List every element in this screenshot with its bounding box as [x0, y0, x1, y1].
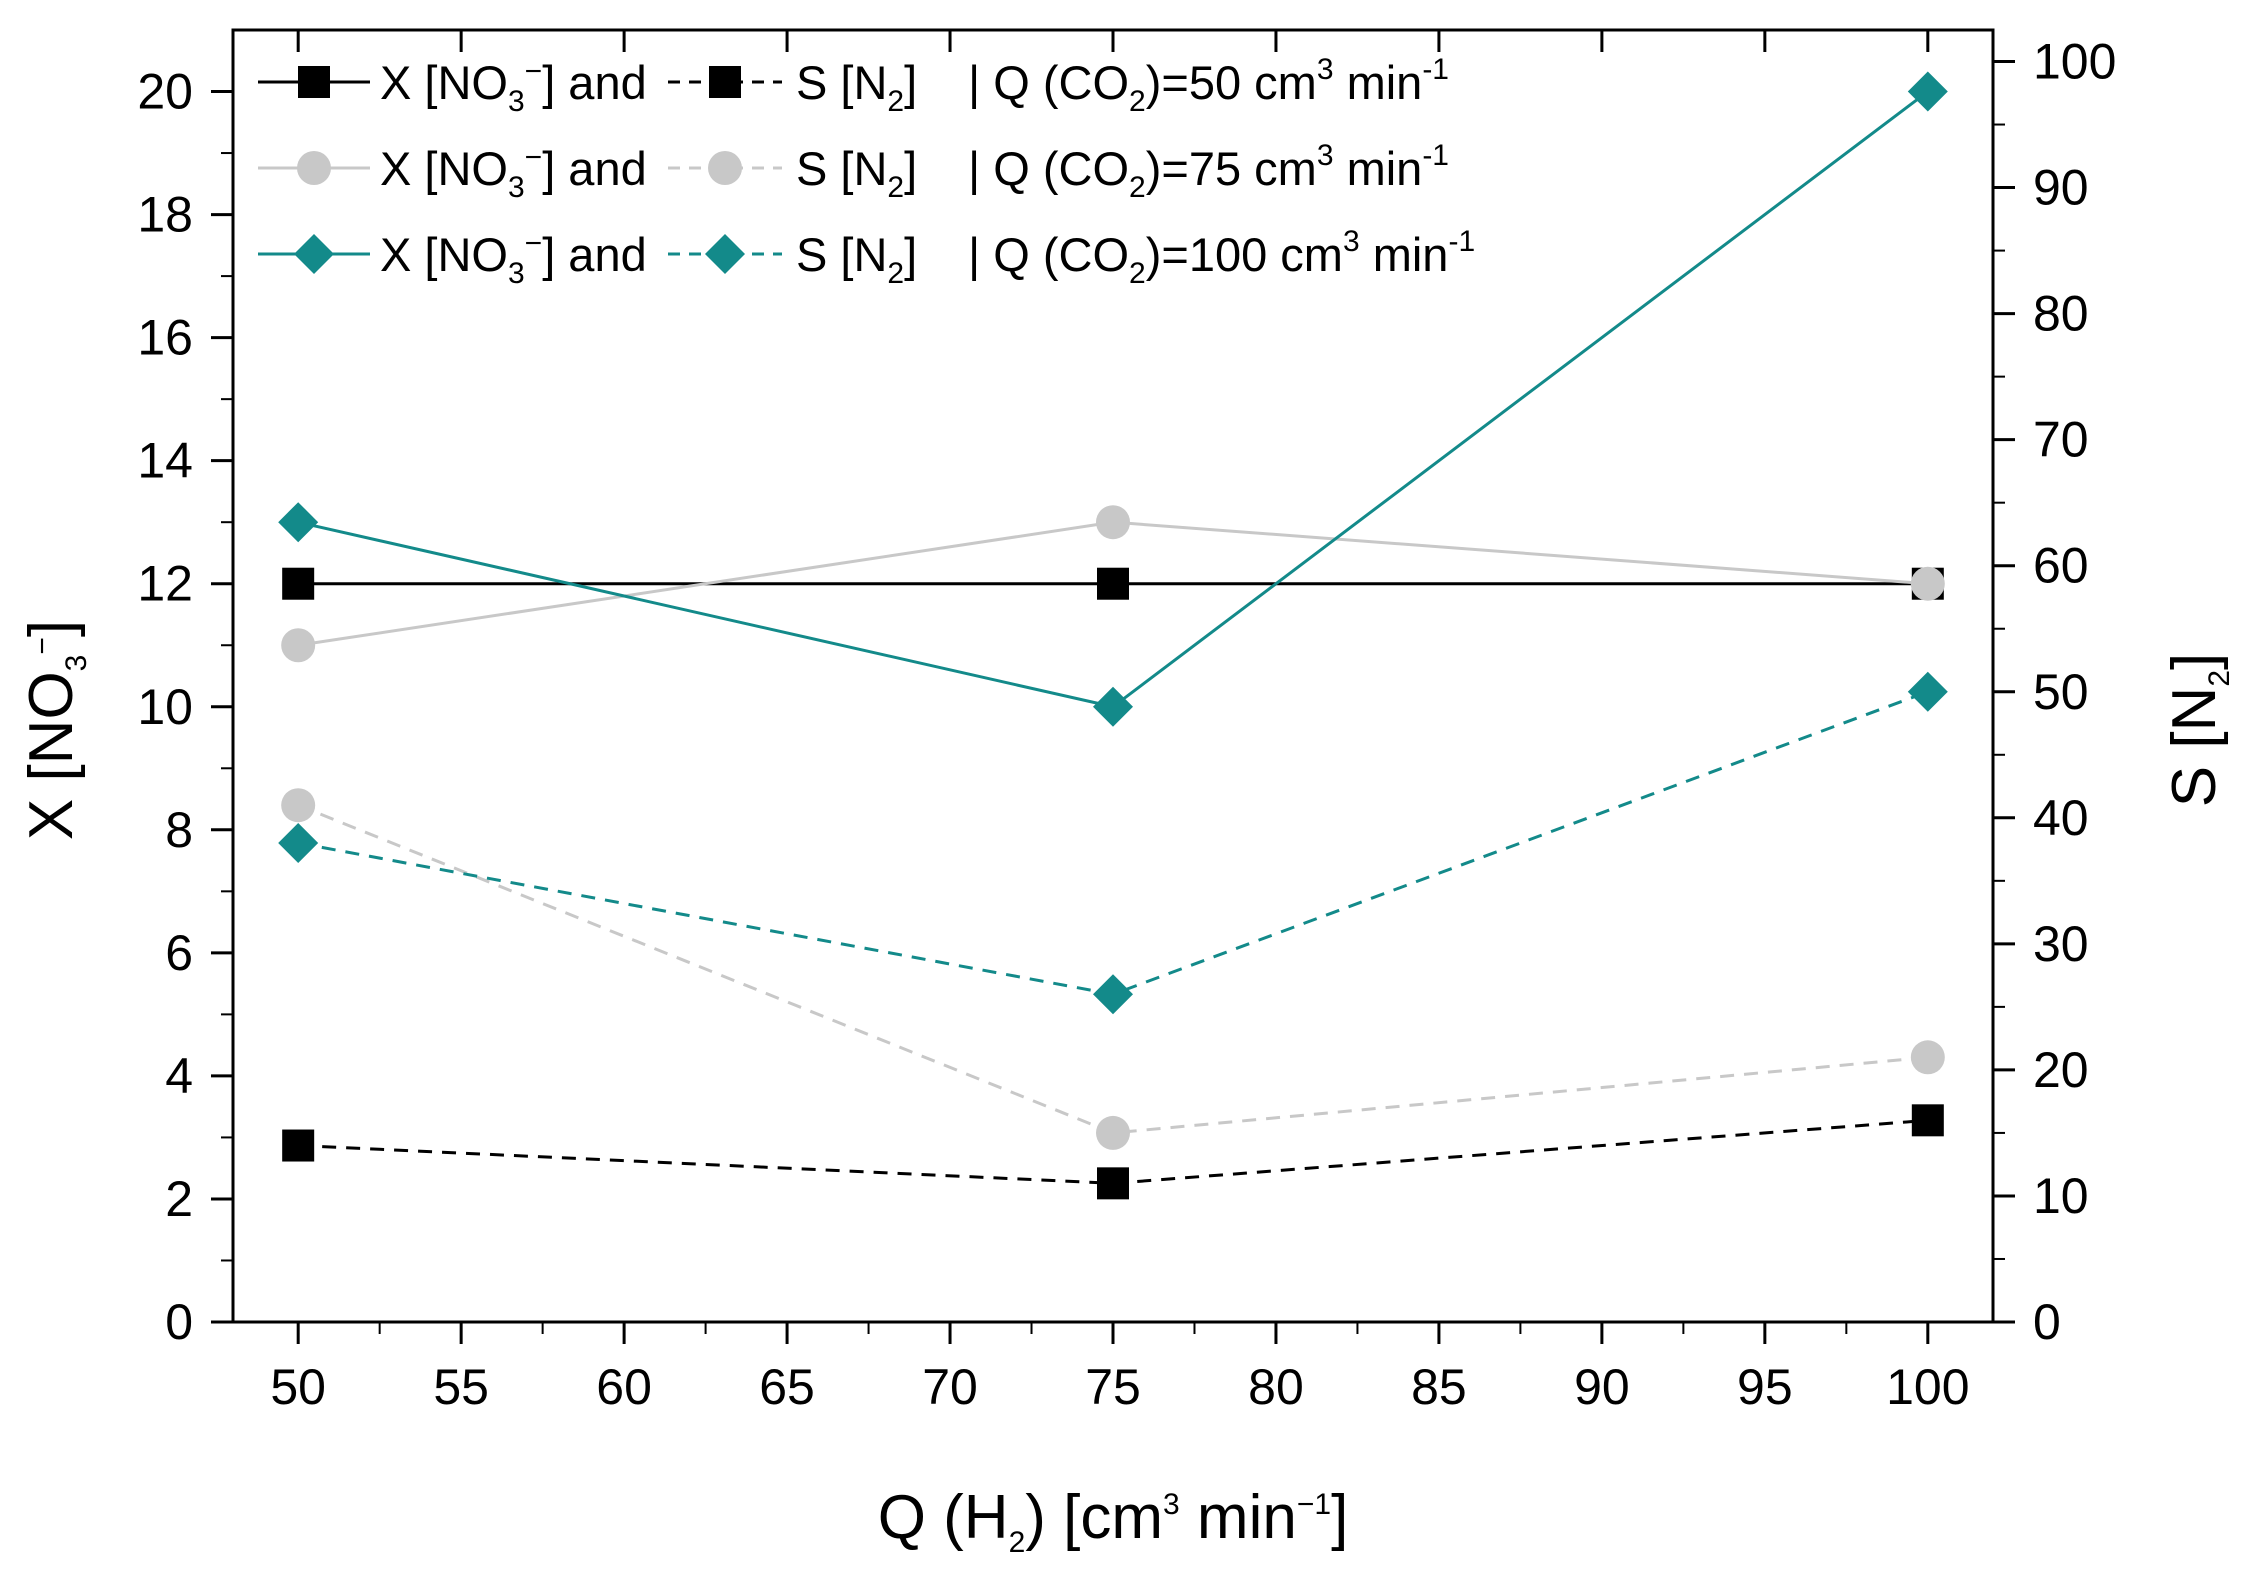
legend-label-q: | Q (CO2)=100 cm3 min-1 [968, 225, 1475, 290]
series-6 [278, 671, 1948, 1015]
y-left-tick-label: 20 [137, 64, 193, 120]
x-tick-label: 55 [433, 1359, 489, 1415]
y-left-tick-label: 4 [165, 1048, 193, 1104]
data-point [278, 502, 319, 543]
series-3 [281, 505, 1945, 663]
y-right-tick-label: 10 [2033, 1168, 2089, 1224]
y-right-tick-label: 0 [2033, 1294, 2061, 1350]
data-point [1910, 1040, 1945, 1075]
data-point [281, 788, 316, 823]
x-tick-label: 65 [759, 1359, 815, 1415]
plot-axes: 50 55 60 65 70 75 80 85 90 95 10002468101214161820… [137, 28, 2116, 1415]
x-tick-label: 100 [1886, 1359, 1969, 1415]
y-left-tick-label: 18 [137, 187, 193, 243]
legend: X [NO3−] and S [N2] | Q (CO2)=50 cm3 min-1… [258, 53, 1475, 290]
series-1 [282, 567, 1944, 600]
x-tick-label: 75 [1085, 1359, 1141, 1415]
data-point [1911, 1104, 1944, 1137]
legend-row-2: X [NO3−] and S [N2] | Q (CO2)=75 cm3 min-1 [258, 139, 1449, 204]
y-left-tick-label: 0 [165, 1294, 193, 1350]
y-right-tick-label: 30 [2033, 916, 2089, 972]
series-line [297, 690, 1929, 996]
y-right-axis-title: S [N2] [2160, 653, 2236, 808]
series-4 [281, 788, 1945, 1150]
data-point [281, 628, 316, 663]
legend-row-3: X [NO3−] and S [N2] | Q (CO2)=100 cm3 min-… [258, 225, 1475, 290]
y-right-tick-label: 50 [2033, 664, 2089, 720]
legend-label-x: X [NO3−] and [380, 227, 647, 290]
legend-label-s: S [N2] [796, 56, 917, 118]
legend-marker-s [705, 234, 745, 274]
x-tick-label: 70 [922, 1359, 978, 1415]
x-tick-label: 85 [1411, 1359, 1467, 1415]
x-tick-label: 90 [1574, 1359, 1630, 1415]
plot-series [278, 71, 1948, 1200]
legend-marker-x [294, 234, 334, 274]
series-5 [278, 71, 1948, 727]
y-right-tick-label: 60 [2033, 538, 2089, 594]
y-right-tick-label: 20 [2033, 1042, 2089, 1098]
legend-marker-x [298, 66, 330, 98]
y-left-axis-title: X [NO3−] [17, 620, 93, 840]
x-tick-label: 95 [1737, 1359, 1793, 1415]
data-point [282, 567, 315, 600]
y-right-tick-label: 70 [2033, 412, 2089, 468]
y-left-tick-label: 10 [137, 679, 193, 735]
legend-label-x: X [NO3−] and [380, 141, 647, 204]
series-2 [282, 1104, 1944, 1200]
x-axis-title: Q (H2) [cm3 min−1] [878, 1483, 1349, 1559]
y-right-tick-label: 90 [2033, 160, 2089, 216]
x-tick-label: 60 [596, 1359, 652, 1415]
y-left-tick-label: 6 [165, 925, 193, 981]
axis-titles: Q (H2) [cm3 min−1] X [NO3−] S [N2] [17, 620, 2236, 1559]
y-left-tick-label: 16 [137, 310, 193, 366]
series-line [297, 803, 1928, 1135]
x-tick-label: 80 [1248, 1359, 1304, 1415]
data-point [1910, 566, 1945, 601]
legend-marker-s [708, 151, 742, 185]
y-right-tick-label: 40 [2033, 790, 2089, 846]
data-point [1907, 71, 1948, 112]
legend-marker-s [709, 66, 741, 98]
y-left-tick-label: 2 [165, 1171, 193, 1227]
legend-row-1: X [NO3−] and S [N2] | Q (CO2)=50 cm3 min-1 [258, 53, 1449, 118]
x-tick-label: 50 [270, 1359, 326, 1415]
legend-label-s: S [N2] [796, 142, 917, 204]
data-point [1097, 567, 1129, 600]
data-point [1096, 1115, 1130, 1150]
data-point [1907, 671, 1948, 712]
data-point [1093, 686, 1133, 727]
y-left-tick-label: 12 [137, 556, 193, 612]
y-right-tick-label: 100 [2033, 34, 2116, 90]
data-point [1093, 974, 1133, 1015]
y-right-tick-label: 80 [2033, 286, 2089, 342]
legend-label-s: S [N2] [796, 228, 917, 290]
y-left-tick-label: 8 [165, 802, 193, 858]
data-point [1096, 505, 1130, 540]
data-point [282, 1129, 315, 1162]
data-point [1097, 1167, 1129, 1200]
legend-label-q: | Q (CO2)=75 cm3 min-1 [968, 139, 1449, 204]
data-point [278, 823, 319, 864]
legend-marker-x [297, 151, 331, 185]
legend-label-x: X [NO3−] and [380, 55, 647, 118]
series-line [298, 1118, 1928, 1185]
y-left-tick-label: 14 [137, 433, 193, 489]
legend-label-q: | Q (CO2)=50 cm3 min-1 [968, 53, 1449, 118]
